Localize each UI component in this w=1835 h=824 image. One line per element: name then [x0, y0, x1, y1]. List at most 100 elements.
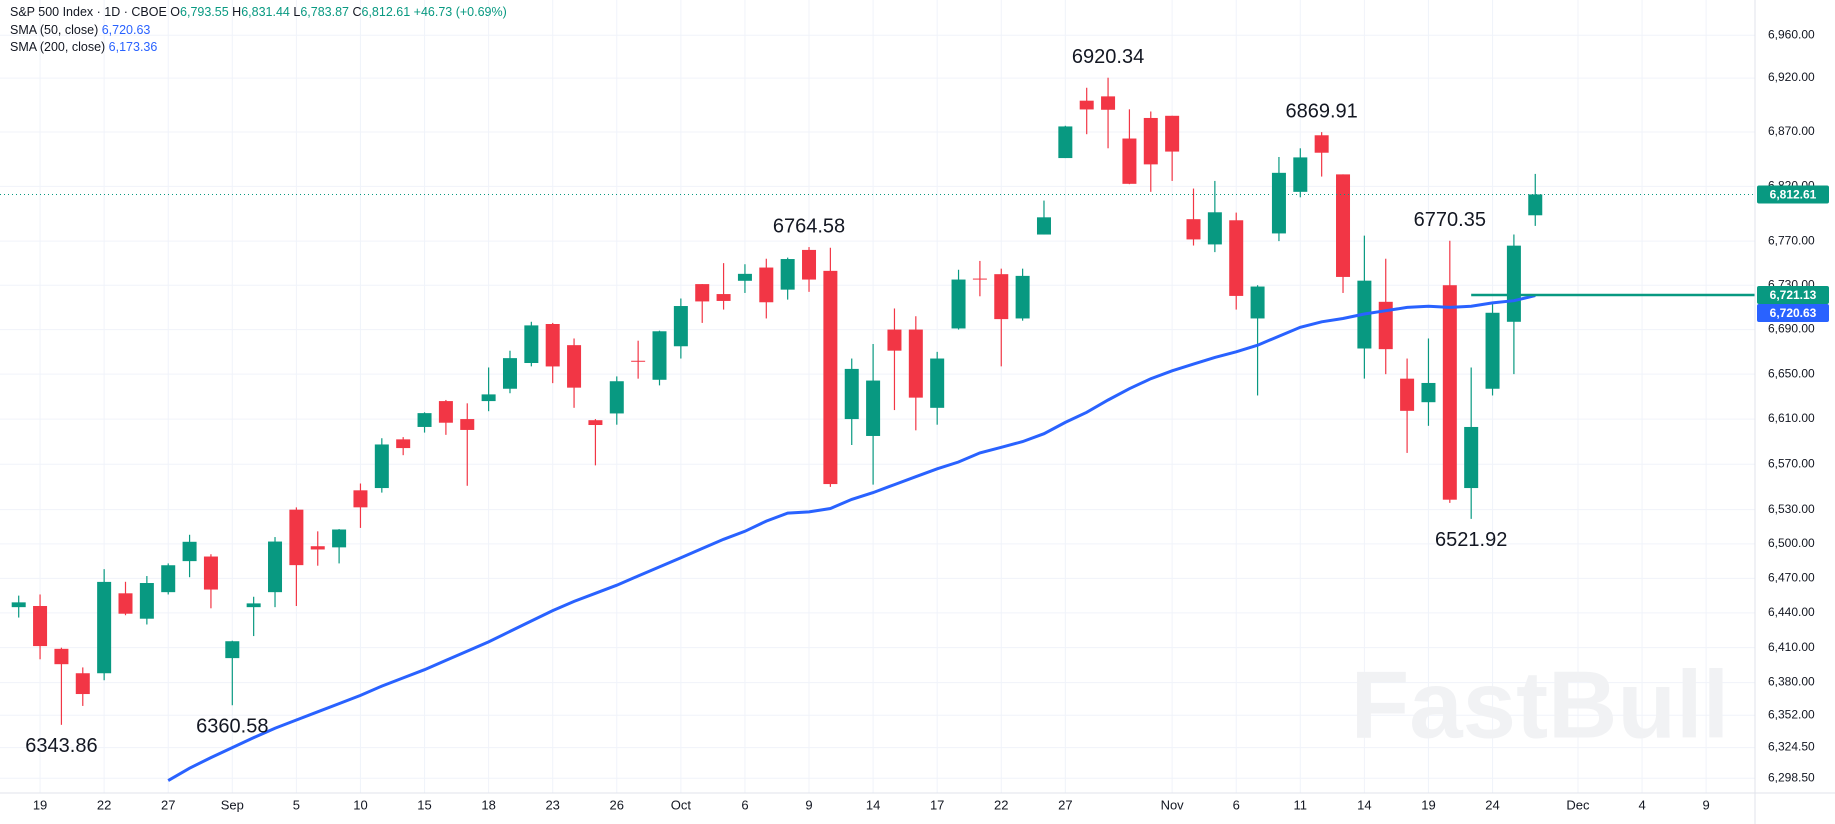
candle-body — [1421, 382, 1436, 403]
x-tick-label: 10 — [353, 797, 367, 812]
y-tick-label: 6,530.00 — [1768, 502, 1815, 516]
x-tick-label: 15 — [417, 797, 431, 812]
candle-body — [118, 593, 133, 614]
candle-body — [11, 602, 26, 608]
ohlc: O6,793.55 H6,831.44 L6,783.87 C6,812.61 — [170, 5, 413, 19]
x-tick-label: 24 — [1485, 797, 1499, 812]
x-tick-label: 26 — [610, 797, 624, 812]
candle-body — [374, 444, 389, 489]
candle-body — [1101, 96, 1116, 110]
price-box-label: 6,812.61 — [1770, 188, 1817, 202]
indicator-value: 6,173.36 — [108, 40, 158, 54]
y-tick-label: 6,352.00 — [1768, 707, 1815, 721]
indicator-name: SMA (200, close) — [10, 40, 106, 54]
candle-body — [97, 581, 112, 674]
price-annotation: 6920.34 — [1072, 46, 1144, 68]
price-box-label: 6,721.13 — [1770, 288, 1817, 302]
y-tick-label: 6,570.00 — [1768, 456, 1815, 470]
indicator-value: 6,720.63 — [101, 22, 151, 37]
candle-body — [609, 381, 624, 414]
price-annotation: 6869.91 — [1286, 100, 1358, 122]
x-tick-label: 4 — [1638, 797, 1645, 812]
y-tick-label: 6,500.00 — [1768, 536, 1815, 550]
candle-body — [695, 284, 710, 302]
x-tick-label: 27 — [1058, 797, 1072, 812]
candle-body — [1400, 378, 1415, 411]
candle-body — [759, 267, 774, 303]
price-box — [1757, 286, 1829, 305]
x-tick-label: 19 — [33, 797, 47, 812]
y-tick-label: 6,380.00 — [1768, 675, 1815, 689]
ohlc-value: 6,793.55 — [180, 5, 229, 19]
x-tick-label: 14 — [1357, 797, 1371, 812]
y-tick-label: 6,770.00 — [1768, 233, 1815, 247]
candle-body — [161, 565, 176, 593]
candle-body — [268, 541, 283, 593]
overlay: 6,298.50 6,324.50 6,352.00 6,380.00 6,410.00… — [25, 27, 1829, 812]
candle-body — [737, 273, 752, 281]
ohlc-value: 6,783.87 — [300, 5, 349, 19]
candle-body — [930, 358, 945, 408]
x-tick-label: Sep — [221, 797, 244, 812]
candle-body — [332, 529, 347, 548]
candle-body — [438, 401, 453, 423]
candle-body — [994, 274, 1009, 320]
candle-body — [908, 329, 923, 398]
candle-body — [652, 331, 667, 380]
x-tick-label: 14 — [866, 797, 880, 812]
x-tick-label: 23 — [545, 797, 559, 812]
candle-body — [246, 603, 261, 608]
candle-body — [823, 270, 838, 485]
y-tick-label: 6,960.00 — [1768, 27, 1815, 41]
candle-body — [1336, 174, 1351, 277]
candle-body — [502, 358, 517, 389]
candle-body — [1442, 285, 1457, 500]
x-tick-label: 9 — [1703, 797, 1710, 812]
change: +46.73 (+0.69%) — [413, 5, 507, 19]
candle-body — [1314, 135, 1329, 153]
x-tick-label: 11 — [1294, 797, 1308, 812]
candle-body — [545, 324, 560, 367]
candle-body — [631, 360, 646, 362]
x-tick-label: 6 — [741, 797, 748, 812]
candle-body — [1207, 212, 1222, 245]
x-tick-label: 19 — [1421, 797, 1435, 812]
candle-body — [887, 329, 902, 351]
candle-body — [1036, 217, 1051, 235]
x-tick-label: 22 — [97, 797, 111, 812]
candle-body — [417, 413, 432, 427]
candle-body — [1464, 426, 1479, 489]
candle-body — [844, 368, 859, 420]
candle-body — [802, 249, 817, 280]
candle-body — [1122, 138, 1137, 184]
candle-body — [1293, 157, 1308, 192]
candle-body — [567, 345, 582, 388]
candle-body — [1143, 117, 1158, 165]
candle-body — [182, 541, 197, 562]
ohlc-key: L — [293, 5, 301, 19]
price-annotation: 6343.86 — [25, 735, 97, 757]
y-tick-label: 6,410.00 — [1768, 640, 1815, 654]
candle-body — [1165, 115, 1180, 152]
candle-body — [1250, 286, 1265, 319]
candle-body — [524, 325, 539, 364]
x-tick-label: Dec — [1566, 797, 1590, 812]
candle-body — [1485, 312, 1500, 389]
x-tick-label: 5 — [293, 797, 300, 812]
price-box — [1757, 185, 1829, 204]
x-tick-label: 27 — [161, 797, 175, 812]
indicator-name: SMA (50, close) — [10, 22, 99, 37]
y-tick-label: 6,324.50 — [1768, 740, 1815, 754]
candle-body — [310, 546, 325, 550]
y-tick-label: 6,870.00 — [1768, 124, 1815, 138]
x-tick-label: 22 — [994, 797, 1008, 812]
candle-body — [33, 605, 48, 647]
candle-body — [1378, 301, 1393, 350]
y-tick-label: 6,610.00 — [1768, 411, 1815, 425]
candle-body — [1015, 275, 1030, 319]
candle-body — [588, 420, 603, 426]
y-tick-label: 6,650.00 — [1768, 366, 1815, 380]
price-box — [1757, 304, 1829, 323]
